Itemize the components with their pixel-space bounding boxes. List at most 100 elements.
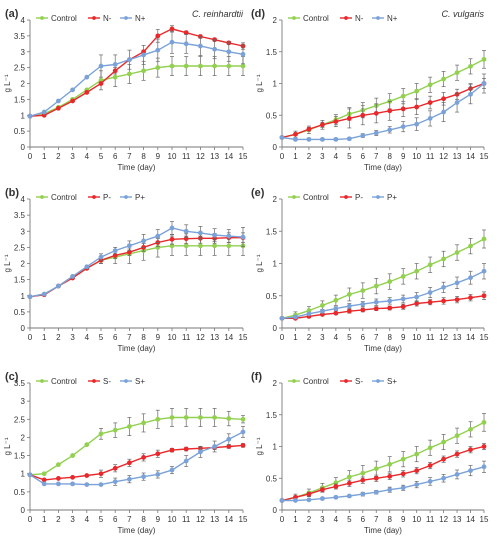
x-tick-label: 15 [480,152,489,161]
legend-marker [376,16,380,20]
data-point [141,420,147,426]
x-tick-label: 11 [426,152,435,161]
x-axis-title: Time (day) [118,526,156,535]
series-Control [279,229,487,321]
x-tick-label: 8 [141,515,146,524]
legend-label: Control [303,193,329,202]
y-tick-label: 1.5 [14,276,26,285]
data-point [346,292,352,297]
x-tick-label: 8 [141,152,146,161]
series-N+ [27,30,246,119]
x-tick-label: 9 [156,515,161,524]
legend-item: P+ [372,193,397,202]
x-tick-label: 11 [426,333,435,342]
y-tick-label: 1.5 [266,411,278,420]
data-point [226,243,232,249]
data-point [155,233,161,239]
data-point [454,472,460,477]
y-tick-label: 3.5 [14,211,26,220]
legend-label: N- [355,14,364,23]
data-point [441,284,447,290]
data-point [56,105,61,111]
x-tick-label: 13 [210,515,219,524]
data-point [373,299,379,305]
x-tick-label: 7 [127,152,132,161]
data-point [183,415,189,420]
y-tick-label: 2 [21,260,26,269]
legend-marker [292,16,296,20]
y-tick-label: 0 [21,324,26,333]
x-tick-label: 10 [168,152,177,161]
data-point [155,451,161,457]
data-point [481,464,487,470]
data-point [454,451,460,457]
x-tick-label: 4 [85,333,90,342]
y-axis-title: g L⁻¹ [255,437,264,455]
y-tick-label: 0.5 [266,292,278,301]
y-tick-label: 0 [21,506,26,515]
data-point [141,454,147,460]
data-point [293,498,298,503]
y-tick-label: 2 [273,16,278,25]
legend-item: P- [340,193,363,202]
x-tick-label: 14 [224,152,233,161]
chart-title: C. reinhardtii [192,9,244,19]
data-point [198,243,203,249]
x-tick-label: 15 [239,333,248,342]
x-tick-label: 15 [239,152,248,161]
legend-label: S- [355,377,363,386]
data-point [126,71,132,77]
data-point [126,57,132,63]
data-point [454,100,460,105]
data-point [98,471,104,477]
x-tick-label: 2 [307,515,312,524]
series-line [281,445,485,502]
y-tick-label: 2.5 [14,64,26,73]
data-point [126,476,132,482]
x-tick-label: 3 [70,152,75,161]
data-point [56,476,61,481]
legend-item: S+ [120,377,145,386]
legend-item: N+ [120,14,146,23]
y-tick-label: 1.5 [14,95,26,104]
x-tick-label: 15 [480,515,489,524]
data-point [441,256,447,262]
x-tick-label: 10 [168,515,177,524]
data-point [98,482,104,488]
legend-item: Control [36,377,77,386]
series-line [281,58,485,139]
data-point [169,39,175,45]
data-point [84,264,90,270]
y-tick-label: 1 [273,260,278,269]
data-point [198,230,203,236]
series-line [281,421,485,502]
data-point [427,290,433,295]
legend-marker [292,195,296,199]
data-point [427,262,433,268]
data-point [279,498,285,503]
data-point [333,297,339,303]
y-axis-title: g L⁻¹ [3,437,12,455]
y-tick-label: 3.5 [14,32,26,41]
data-point [320,303,325,308]
data-point [183,63,189,69]
data-point [240,63,246,69]
data-point [212,444,218,449]
x-tick-label: 14 [466,152,475,161]
legend-label: Control [51,377,77,386]
data-point [441,475,447,481]
y-axis-title: g L⁻¹ [255,254,264,272]
data-point [360,288,366,293]
data-point [155,47,161,53]
x-tick-label: 5 [347,333,352,342]
x-tick-label: 3 [320,152,325,161]
x-tick-label: 3 [320,515,325,524]
data-point [481,236,487,242]
x-tick-label: 9 [401,515,406,524]
x-tick-label: 3 [320,333,325,342]
panel-label: (d) [251,8,265,20]
data-point [98,254,104,260]
x-tick-label: 2 [56,515,61,524]
series-line [29,65,243,117]
data-point [212,415,218,420]
